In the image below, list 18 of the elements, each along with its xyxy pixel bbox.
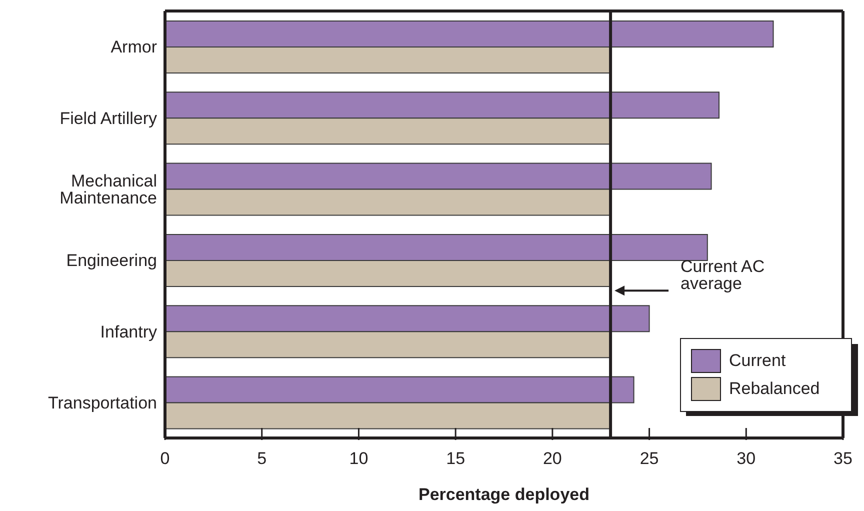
y-tick-label: Engineering	[66, 251, 157, 270]
x-tick-label: 35	[834, 449, 852, 468]
y-tick-label: Field Artillery	[60, 108, 158, 128]
y-tick-label: Mechanical Maintenance	[60, 171, 157, 208]
x-tick-label: 25	[640, 449, 659, 468]
y-tick-label: Armor	[110, 38, 158, 57]
x-axis-title: Percentage deployed	[418, 485, 590, 504]
legend-label: Current	[728, 350, 787, 372]
x-tick-label: 30	[736, 449, 756, 468]
x-tick-label: 5	[257, 449, 267, 468]
x-tick-label: 0	[160, 449, 170, 468]
y-tick-label: Transportation	[48, 393, 157, 412]
x-tick-label: 15	[446, 449, 466, 468]
x-tick-label: 10	[349, 449, 368, 468]
ref-line-label: Current AC average	[680, 257, 765, 294]
legend-label: Rebalanced	[728, 378, 821, 400]
y-tick-label: Infantry	[100, 322, 158, 342]
x-tick-label: 20	[542, 449, 562, 468]
